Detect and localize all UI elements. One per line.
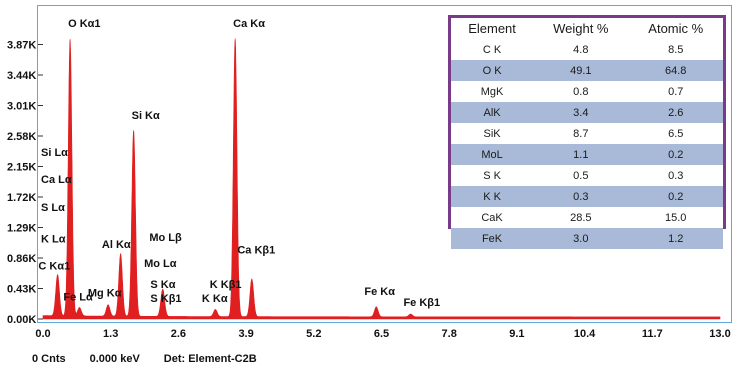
peak-label: K Lα <box>41 233 66 245</box>
header-atomic: Atomic % <box>628 18 723 39</box>
table-row: C K 4.8 8.5 <box>451 39 723 60</box>
cell-weight: 0.5 <box>533 165 628 186</box>
composition-table-panel: Element Weight % Atomic % C K 4.8 8.5 O K 49… <box>448 15 726 229</box>
cell-atomic: 15.0 <box>628 207 723 228</box>
peak-label: Mg Kα <box>88 287 122 299</box>
cell-element: C K <box>451 39 533 60</box>
peak-label: O Kα1 <box>68 18 100 30</box>
table-row: FeK 3.0 1.2 <box>451 228 723 249</box>
x-tick-label: 10.4 <box>574 328 596 340</box>
x-tick-label: 1.3 <box>103 328 118 340</box>
cell-atomic: 0.2 <box>628 144 723 165</box>
peak-label: S Kβ1 <box>150 293 181 305</box>
peak-label: S Lα <box>41 202 65 214</box>
table-row: S K 0.5 0.3 <box>451 165 723 186</box>
peak-label: S Kα <box>150 279 175 291</box>
peak-label: C Kα1 <box>38 260 70 272</box>
table-row: MoL 1.1 0.2 <box>451 144 723 165</box>
y-tick-label: 2.15K <box>7 162 36 174</box>
header-weight: Weight % <box>533 18 628 39</box>
cell-weight: 4.8 <box>533 39 628 60</box>
cell-weight: 1.1 <box>533 144 628 165</box>
y-tick-label: 1.72K <box>7 192 36 204</box>
cell-element: O K <box>451 60 533 81</box>
y-tick-label: 3.01K <box>7 101 36 113</box>
x-tick-label: 13.0 <box>709 328 730 340</box>
y-axis-ticks: 0.00K 0.43K 0.86K 1.29K 1.72K 2.15K 2.58K 3.01K… <box>7 40 43 327</box>
cell-atomic: 0.7 <box>628 81 723 102</box>
peak-label: Al Kα <box>102 239 131 251</box>
x-tick-label: 2.6 <box>171 328 186 340</box>
cell-atomic: 0.2 <box>628 186 723 207</box>
cell-element: SiK <box>451 123 533 144</box>
x-tick-label: 11.7 <box>642 328 663 340</box>
y-tick-label: 1.29K <box>7 223 36 235</box>
y-tick-label: 0.00K <box>7 314 36 326</box>
cell-element: K K <box>451 186 533 207</box>
cursor-energy: 0.000 keV <box>90 353 140 365</box>
peak-annotations: O Kα1 Ca Kα Si Kα Si Lα Ca Lα S Lα K Lα C Kα1 Mo… <box>38 18 440 309</box>
peak-label: Ca Kβ1 <box>237 245 275 257</box>
x-tick-label: 3.9 <box>238 328 253 340</box>
peak-label: Mo Lβ <box>149 232 182 244</box>
x-tick-label: 7.8 <box>442 328 457 340</box>
table-row: K K 0.3 0.2 <box>451 186 723 207</box>
peak-label: Si Kα <box>132 110 160 122</box>
table-row: SiK 8.7 6.5 <box>451 123 723 144</box>
cell-atomic: 6.5 <box>628 123 723 144</box>
cell-weight: 3.4 <box>533 102 628 123</box>
table-header-row: Element Weight % Atomic % <box>451 18 723 39</box>
table-row: O K 49.1 64.8 <box>451 60 723 81</box>
cell-atomic: 2.6 <box>628 102 723 123</box>
y-tick-label: 3.87K <box>7 40 36 52</box>
cursor-counts: 0 Cnts <box>32 353 66 365</box>
cell-weight: 28.5 <box>533 207 628 228</box>
cell-weight: 0.3 <box>533 186 628 207</box>
cell-element: CaK <box>451 207 533 228</box>
cell-weight: 0.8 <box>533 81 628 102</box>
cell-atomic: 64.8 <box>628 60 723 81</box>
x-axis-ticks: 0.0 1.3 2.6 3.9 5.2 6.5 7.8 9.1 10.4 11.7 13.0 <box>35 328 730 340</box>
y-tick-label: 2.58K <box>7 131 36 143</box>
x-tick-label: 9.1 <box>509 328 524 340</box>
cell-element: MoL <box>451 144 533 165</box>
header-element: Element <box>451 18 533 39</box>
y-tick-label: 3.44K <box>7 70 36 82</box>
table-body: C K 4.8 8.5 O K 49.1 64.8 MgK 0.8 0.7 AlK 3.4 2.6 Si… <box>451 39 723 249</box>
x-tick-label: 0.0 <box>35 328 50 340</box>
table-row: MgK 0.8 0.7 <box>451 81 723 102</box>
peak-label: Fe Kβ1 <box>403 297 440 309</box>
detector-label: Det: Element-C2B <box>164 353 257 365</box>
x-tick-label: 6.5 <box>374 328 389 340</box>
peak-label: K Kβ1 <box>210 279 242 291</box>
status-bar: 0 Cnts 0.000 keV Det: Element-C2B <box>32 353 257 365</box>
composition-table: Element Weight % Atomic % C K 4.8 8.5 O K 49… <box>451 18 723 249</box>
peak-label: Ca Kα <box>233 18 265 30</box>
table-row: AlK 3.4 2.6 <box>451 102 723 123</box>
cell-element: FeK <box>451 228 533 249</box>
cell-atomic: 0.3 <box>628 165 723 186</box>
cell-weight: 3.0 <box>533 228 628 249</box>
cell-atomic: 8.5 <box>628 39 723 60</box>
y-tick-label: 0.43K <box>7 284 36 296</box>
cell-atomic: 1.2 <box>628 228 723 249</box>
peak-label: K Kα <box>202 293 228 305</box>
cell-element: MgK <box>451 81 533 102</box>
peak-label: Mo Lα <box>144 258 177 270</box>
peak-label: Fe Kα <box>364 286 395 298</box>
x-tick-label: 5.2 <box>306 328 321 340</box>
table-row: CaK 28.5 15.0 <box>451 207 723 228</box>
y-tick-label: 0.86K <box>7 253 36 265</box>
peak-label: Ca Lα <box>41 174 72 186</box>
cell-element: AlK <box>451 102 533 123</box>
cell-element: S K <box>451 165 533 186</box>
peak-label: Si Lα <box>41 147 68 159</box>
cell-weight: 8.7 <box>533 123 628 144</box>
cell-weight: 49.1 <box>533 60 628 81</box>
